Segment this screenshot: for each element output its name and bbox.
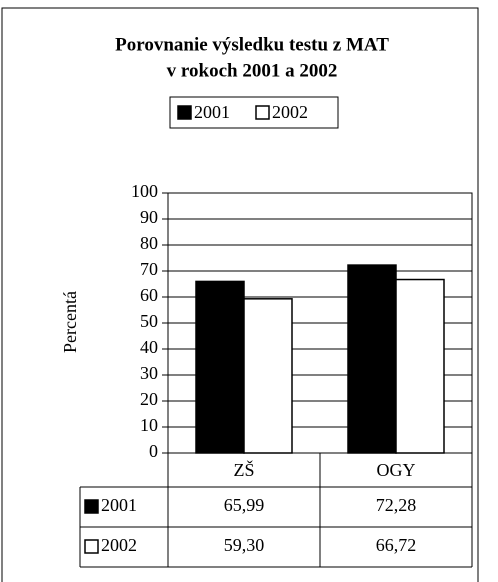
chart-title: Porovnanie výsledku testu z MAT [115,34,389,55]
table-value: 65,99 [224,495,265,515]
bar [395,278,445,454]
table-legend-swatch [84,499,99,514]
y-tick-label: 20 [140,389,158,409]
table-value: 72,28 [376,495,417,515]
y-tick-label: 70 [140,259,158,279]
table-value: 66,72 [376,535,417,555]
y-tick-label: 60 [140,285,158,305]
y-tick-label: 100 [131,181,158,201]
y-tick-label: 30 [140,363,158,383]
y-tick-label: 10 [140,415,158,435]
legend-swatch [255,105,270,120]
legend-swatch [177,105,192,120]
y-tick-label: 0 [149,441,158,461]
legend-label: 2001 [194,102,230,122]
table-value: 59,30 [224,535,265,555]
legend-label: 2002 [272,102,308,122]
legend-box [169,96,339,129]
y-tick-label: 40 [140,337,158,357]
bar [195,280,245,454]
x-tick-label: ZŠ [233,459,254,480]
x-tick-label: OGY [377,460,416,480]
y-axis-label: Percentá [60,291,80,353]
table-row-label: 2001 [101,495,137,515]
table-row-label: 2002 [101,535,137,555]
bar [243,298,293,454]
chart-subtitle: v rokoch 2001 a 2002 [167,60,338,81]
bar [347,264,397,454]
y-tick-label: 50 [140,311,158,331]
table-legend-swatch [84,539,99,554]
y-tick-label: 90 [140,207,158,227]
y-tick-label: 80 [140,233,158,253]
